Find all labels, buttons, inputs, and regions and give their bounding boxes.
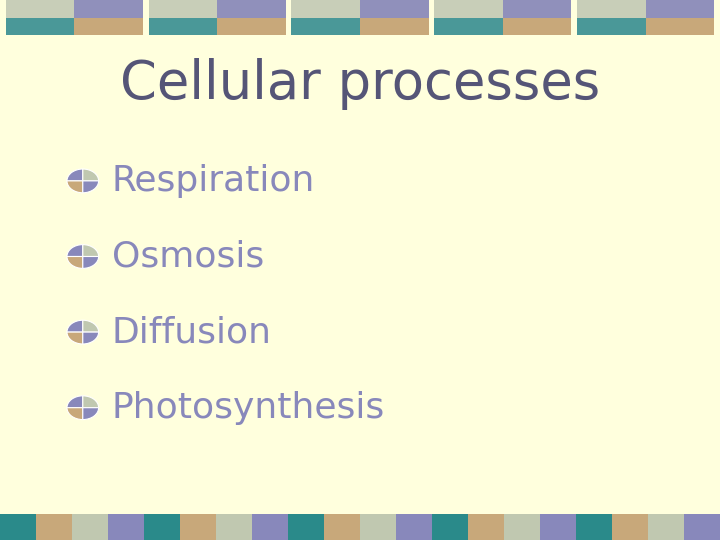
Bar [504,514,540,540]
Bar [288,514,324,540]
Bar [74,0,143,17]
Bar [577,0,646,17]
Bar [396,514,432,540]
Text: Diffusion: Diffusion [112,315,271,349]
Wedge shape [67,245,83,256]
Wedge shape [83,256,99,268]
Wedge shape [67,169,83,181]
Bar [503,0,572,17]
Bar [360,514,396,540]
Wedge shape [83,332,99,344]
Bar [148,17,217,35]
Bar [144,514,180,540]
Bar [646,0,714,17]
Bar [576,514,612,540]
Wedge shape [83,320,99,332]
Bar [108,514,144,540]
Bar [252,514,288,540]
Bar [0,514,36,540]
Wedge shape [83,169,99,181]
Wedge shape [83,396,99,408]
Bar [216,514,252,540]
Wedge shape [67,396,83,408]
Text: Photosynthesis: Photosynthesis [112,391,385,424]
Bar [217,17,286,35]
Bar [648,514,684,540]
Bar [503,17,572,35]
Bar [74,17,143,35]
Bar [360,17,428,35]
Bar [36,514,72,540]
Wedge shape [83,181,99,193]
Wedge shape [67,332,83,344]
Text: Respiration: Respiration [112,164,315,198]
Bar [292,0,360,17]
Wedge shape [83,408,99,420]
Bar [6,17,74,35]
Bar [6,0,74,17]
Bar [360,0,428,17]
Wedge shape [67,256,83,268]
Bar [684,514,720,540]
Wedge shape [67,181,83,193]
Bar [434,17,503,35]
Wedge shape [83,245,99,256]
Bar [540,514,576,540]
Bar [646,17,714,35]
Wedge shape [67,320,83,332]
Bar [432,514,468,540]
Bar [468,514,504,540]
Bar [577,17,646,35]
Wedge shape [67,408,83,420]
Bar [324,514,360,540]
Bar [72,514,108,540]
Bar [180,514,216,540]
Bar [148,0,217,17]
Bar [612,514,648,540]
Bar [434,0,503,17]
Text: Osmosis: Osmosis [112,240,264,273]
Text: Cellular processes: Cellular processes [120,58,600,110]
Bar [217,0,286,17]
Bar [292,17,360,35]
